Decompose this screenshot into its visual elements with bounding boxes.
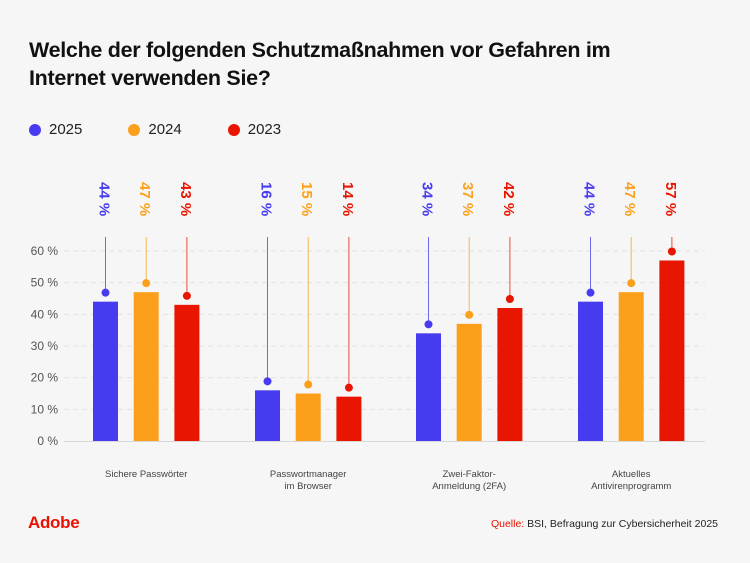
chart-title: Welche der folgenden Schutzmaßnahmen vor… bbox=[29, 38, 611, 90]
bar-2023 bbox=[659, 260, 685, 441]
category-label: Zwei-Faktor- bbox=[443, 469, 496, 480]
y-tick-label: 50 % bbox=[31, 276, 59, 290]
bar-2023 bbox=[174, 304, 200, 441]
data-label: 37 % bbox=[459, 182, 476, 216]
leader-dot bbox=[101, 288, 110, 297]
legend: 2025 2024 2023 bbox=[29, 121, 327, 138]
data-label: 42 % bbox=[500, 182, 517, 216]
bar-2023 bbox=[497, 308, 523, 441]
bar-2025 bbox=[93, 301, 118, 441]
bar-2025 bbox=[578, 301, 603, 441]
bar-2025 bbox=[416, 333, 441, 441]
data-label: 14 % bbox=[339, 182, 356, 216]
bar-2024 bbox=[133, 292, 159, 441]
y-tick-label: 0 % bbox=[37, 434, 58, 448]
data-label: 43 % bbox=[177, 182, 194, 216]
bar-2025 bbox=[255, 390, 280, 441]
bar-2023 bbox=[336, 396, 362, 441]
source-text: BSI, Befragung zur Cybersicherheit 2025 bbox=[524, 518, 718, 530]
bar-2024 bbox=[618, 292, 644, 441]
y-tick-label: 30 % bbox=[31, 339, 59, 353]
category-label: Sichere Passwörter bbox=[105, 469, 187, 480]
legend-item-2024: 2024 bbox=[128, 121, 182, 138]
data-label: 44 % bbox=[581, 182, 598, 216]
data-label: 15 % bbox=[298, 182, 315, 216]
y-tick-label: 20 % bbox=[31, 371, 59, 385]
legend-marker-2025 bbox=[29, 123, 41, 136]
y-tick-label: 10 % bbox=[31, 402, 59, 416]
data-label: 44 % bbox=[96, 182, 113, 216]
leader-dot bbox=[586, 288, 595, 297]
adobe-logo: Adobe bbox=[28, 513, 80, 532]
legend-marker-2024 bbox=[128, 123, 141, 136]
data-label: 57 % bbox=[662, 182, 679, 216]
legend-marker-2023 bbox=[227, 123, 240, 136]
y-tick-label: 60 % bbox=[31, 244, 59, 258]
category-label: Antivirenprogramm bbox=[591, 481, 671, 492]
category-label: Anmeldung (2FA) bbox=[432, 481, 506, 492]
leader-dot bbox=[344, 383, 353, 392]
leader-dot bbox=[424, 320, 433, 329]
source-label: Quelle: bbox=[490, 518, 525, 530]
source-note: Quelle: BSI, Befragung zur Cybersicherhe… bbox=[491, 518, 718, 530]
leader-dot bbox=[142, 279, 151, 288]
data-label: 47 % bbox=[621, 182, 638, 216]
legend-label: 2025 bbox=[49, 121, 83, 138]
category-label: im Browser bbox=[284, 481, 332, 492]
legend-label: 2023 bbox=[247, 121, 282, 138]
bar-2024 bbox=[295, 393, 321, 441]
legend-item-2025: 2025 bbox=[29, 121, 82, 138]
category-label: Aktuelles bbox=[612, 469, 651, 480]
leader-dot bbox=[304, 380, 313, 389]
legend-label: 2024 bbox=[148, 121, 182, 138]
leader-dot bbox=[263, 377, 272, 386]
legend-item-2023: 2023 bbox=[227, 121, 282, 138]
leader-dot bbox=[465, 310, 474, 319]
y-tick-label: 40 % bbox=[31, 307, 59, 321]
leader-dot bbox=[627, 279, 636, 288]
data-label: 16 % bbox=[258, 182, 275, 216]
data-label: 34 % bbox=[419, 182, 436, 216]
category-label: Passwortmanager bbox=[270, 469, 347, 480]
leader-dot bbox=[667, 247, 676, 256]
leader-dot bbox=[505, 295, 514, 303]
bar-2024 bbox=[456, 323, 482, 441]
leader-dot bbox=[182, 291, 191, 300]
data-label: 47 % bbox=[136, 182, 153, 216]
